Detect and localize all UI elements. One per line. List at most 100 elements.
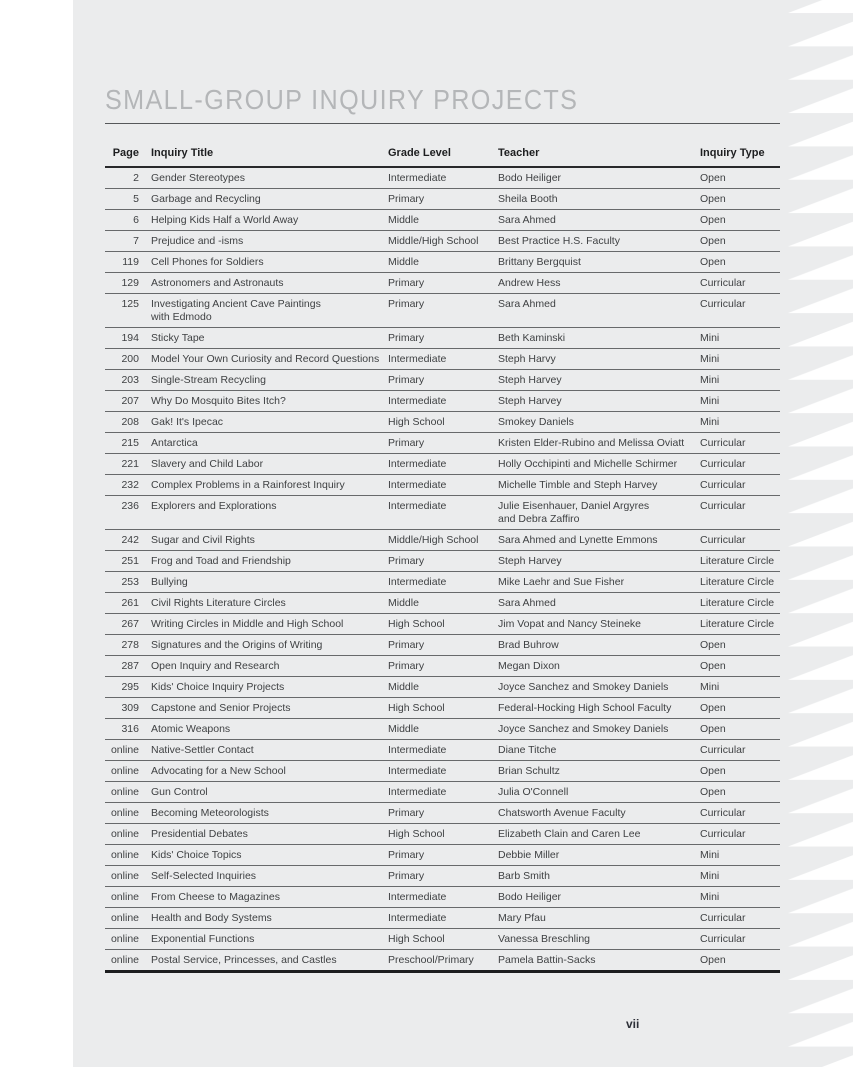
cell-teacher: Michelle Timble and Steph Harvey xyxy=(498,474,700,496)
cell-type: Curricular xyxy=(700,907,780,929)
cell-teacher: Steph Harvey xyxy=(498,390,700,412)
cell-page: online xyxy=(105,781,151,803)
cell-teacher: Steph Harvy xyxy=(498,348,700,370)
cell-grade: Primary xyxy=(388,844,498,866)
cell-type: Open xyxy=(700,655,780,677)
cell-page: 2 xyxy=(105,167,151,189)
table-header-row: Page Inquiry Title Grade Level Teacher I… xyxy=(105,123,780,168)
cell-title: Postal Service, Princesses, and Castles xyxy=(151,949,388,973)
cell-page: online xyxy=(105,823,151,845)
cell-type: Literature Circle xyxy=(700,550,780,572)
projects-table: Page Inquiry Title Grade Level Teacher I… xyxy=(105,123,780,973)
cell-grade: Middle/High School xyxy=(388,230,498,252)
page-number: vii xyxy=(626,1017,640,1031)
cell-page: 236 xyxy=(105,495,151,530)
cell-grade: Preschool/Primary xyxy=(388,949,498,973)
cell-teacher: Kristen Elder-Rubino and Melissa Oviatt xyxy=(498,432,700,454)
cell-type: Curricular xyxy=(700,928,780,950)
table-row: 232 Complex Problems in a Rainforest Inqu… xyxy=(105,474,780,496)
cell-page: 208 xyxy=(105,411,151,433)
cell-title: Frog and Toad and Friendship xyxy=(151,550,388,572)
table-row: online From Cheese to Magazines Intermedia… xyxy=(105,886,780,908)
table-row: 200 Model Your Own Curiosity and Record Q… xyxy=(105,348,780,370)
cell-type: Literature Circle xyxy=(700,571,780,593)
cell-teacher: Julia O'Connell xyxy=(498,781,700,803)
cell-title: Antarctica xyxy=(151,432,388,454)
cell-title: Slavery and Child Labor xyxy=(151,453,388,475)
cell-type: Open xyxy=(700,718,780,740)
cell-grade: Primary xyxy=(388,327,498,349)
cell-page: 295 xyxy=(105,676,151,698)
table-row: 194 Sticky Tape Primary Beth Kaminski Mini xyxy=(105,327,780,349)
cell-page: 316 xyxy=(105,718,151,740)
cell-title: Garbage and Recycling xyxy=(151,188,388,210)
cell-teacher: Steph Harvey xyxy=(498,550,700,572)
cell-teacher: Mary Pfau xyxy=(498,907,700,929)
column-header-page: Page xyxy=(105,123,151,168)
cell-page: online xyxy=(105,886,151,908)
table-row: 203 Single-Stream Recycling Primary Steph H… xyxy=(105,369,780,391)
cell-title: Why Do Mosquito Bites Itch? xyxy=(151,390,388,412)
cell-teacher: Sara Ahmed and Lynette Emmons xyxy=(498,529,700,551)
table-row: 215 Antarctica Primary Kristen Elder-Rubino… xyxy=(105,432,780,454)
table-row: online Health and Body Systems Intermediat… xyxy=(105,907,780,929)
cell-grade: Middle xyxy=(388,209,498,231)
cell-grade: Primary xyxy=(388,634,498,656)
table-row: 2 Gender Stereotypes Intermediate Bodo Heil… xyxy=(105,167,780,189)
cell-grade: Middle xyxy=(388,676,498,698)
cell-grade: Intermediate xyxy=(388,453,498,475)
cell-teacher: Jim Vopat and Nancy Steineke xyxy=(498,613,700,635)
cell-page: 253 xyxy=(105,571,151,593)
cell-title: Becoming Meteorologists xyxy=(151,802,388,824)
cell-teacher: Joyce Sanchez and Smokey Daniels xyxy=(498,676,700,698)
cell-page: 200 xyxy=(105,348,151,370)
cell-type: Curricular xyxy=(700,432,780,454)
cell-grade: Intermediate xyxy=(388,167,498,189)
cell-teacher: Barb Smith xyxy=(498,865,700,887)
cell-page: 125 xyxy=(105,293,151,328)
cell-grade: Intermediate xyxy=(388,907,498,929)
cell-grade: Primary xyxy=(388,432,498,454)
table-row: online Exponential Functions High School Va… xyxy=(105,928,780,950)
cell-title: Civil Rights Literature Circles xyxy=(151,592,388,614)
cell-teacher: Steph Harvey xyxy=(498,369,700,391)
cell-grade: Intermediate xyxy=(388,390,498,412)
table-row: online Kids' Choice Topics Primary Debbie M… xyxy=(105,844,780,866)
cell-type: Curricular xyxy=(700,272,780,294)
table-row: 287 Open Inquiry and Research Primary Megan… xyxy=(105,655,780,677)
table-row: 278 Signatures and the Origins of Writing… xyxy=(105,634,780,656)
cell-type: Curricular xyxy=(700,293,780,328)
cell-type: Mini xyxy=(700,348,780,370)
cell-grade: Primary xyxy=(388,802,498,824)
column-header-grade-level: Grade Level xyxy=(388,123,498,168)
cell-title: Advocating for a New School xyxy=(151,760,388,782)
table-row: 5 Garbage and Recycling Primary Sheila Boot… xyxy=(105,188,780,210)
cell-type: Literature Circle xyxy=(700,613,780,635)
cell-page: 194 xyxy=(105,327,151,349)
cell-title: Self-Selected Inquiries xyxy=(151,865,388,887)
cell-teacher: Sara Ahmed xyxy=(498,293,700,328)
cell-teacher: Bodo Heiliger xyxy=(498,167,700,189)
cell-title: Open Inquiry and Research xyxy=(151,655,388,677)
table-row: online Becoming Meteorologists Primary Chat… xyxy=(105,802,780,824)
cell-type: Open xyxy=(700,167,780,189)
cell-type: Open xyxy=(700,760,780,782)
cell-title: From Cheese to Magazines xyxy=(151,886,388,908)
cell-type: Curricular xyxy=(700,802,780,824)
cell-grade: Intermediate xyxy=(388,886,498,908)
cell-page: online xyxy=(105,844,151,866)
cell-teacher: Mike Laehr and Sue Fisher xyxy=(498,571,700,593)
cell-title: Sugar and Civil Rights xyxy=(151,529,388,551)
cell-type: Open xyxy=(700,697,780,719)
table-row: 295 Kids' Choice Inquiry Projects Middle Jo… xyxy=(105,676,780,698)
cell-page: 7 xyxy=(105,230,151,252)
cell-page: 287 xyxy=(105,655,151,677)
cell-teacher: Beth Kaminski xyxy=(498,327,700,349)
cell-teacher: Smokey Daniels xyxy=(498,411,700,433)
cell-page: online xyxy=(105,760,151,782)
column-header-inquiry-type: Inquiry Type xyxy=(700,123,780,168)
cell-title: Explorers and Explorations xyxy=(151,495,388,530)
cell-page: online xyxy=(105,928,151,950)
cell-grade: Middle xyxy=(388,251,498,273)
cell-teacher: Bodo Heiliger xyxy=(498,886,700,908)
